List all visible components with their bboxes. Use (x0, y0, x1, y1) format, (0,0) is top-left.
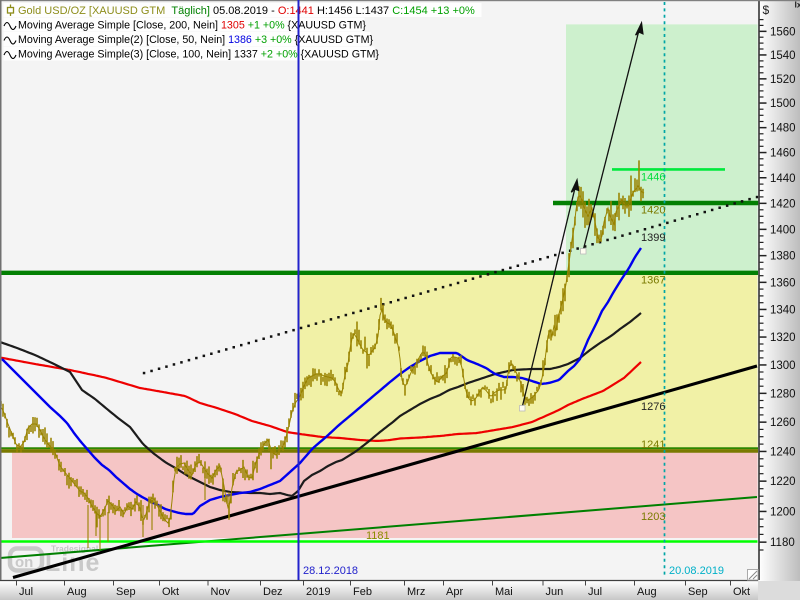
svg-text:Moving Average Simple(3) [Clos: Moving Average Simple(3) [Close, 100, Ne… (18, 49, 379, 61)
svg-text:Aug: Aug (67, 586, 87, 598)
svg-text:1420: 1420 (770, 198, 796, 210)
svg-text:Jul: Jul (588, 586, 602, 598)
svg-text:1560: 1560 (770, 26, 796, 38)
svg-text:on: on (15, 554, 33, 571)
svg-text:20.08.2019: 20.08.2019 (669, 565, 724, 577)
svg-text:Nov: Nov (211, 586, 231, 598)
svg-text:1276: 1276 (641, 401, 665, 413)
svg-text:1180: 1180 (770, 537, 795, 549)
svg-text:$: $ (763, 3, 770, 17)
svg-text:1200: 1200 (770, 506, 796, 518)
svg-text:Apr: Apr (446, 586, 463, 598)
svg-text:1220: 1220 (770, 476, 796, 488)
svg-text:Moving Average Simple [Close,: Moving Average Simple [Close, 200, Nein]… (18, 20, 366, 32)
svg-text:28.12.2018: 28.12.2018 (303, 565, 358, 577)
svg-text:1240: 1240 (770, 446, 796, 458)
svg-text:1320: 1320 (770, 332, 796, 344)
svg-text:Sep: Sep (688, 586, 708, 598)
svg-text:Aug: Aug (637, 586, 657, 598)
svg-text:Jul: Jul (19, 586, 33, 598)
svg-text:1440: 1440 (770, 173, 796, 185)
svg-text:1260: 1260 (770, 417, 796, 429)
svg-text:1446: 1446 (641, 172, 665, 184)
svg-text:1500: 1500 (770, 98, 796, 110)
svg-text:1460: 1460 (770, 148, 796, 160)
svg-text:Dez: Dez (263, 586, 283, 598)
svg-text:Ix: Ix (795, 0, 800, 10)
svg-text:1360: 1360 (770, 277, 796, 289)
svg-text:Jun: Jun (546, 586, 564, 598)
svg-text:Tradesignal: Tradesignal (51, 544, 98, 554)
svg-text:1540: 1540 (770, 50, 796, 62)
svg-text:1520: 1520 (770, 74, 796, 86)
svg-text:1280: 1280 (770, 388, 796, 400)
svg-text:Mrz: Mrz (407, 586, 425, 598)
svg-text:1203: 1203 (641, 511, 665, 523)
svg-text:1420: 1420 (641, 205, 665, 217)
svg-text:Okt: Okt (733, 586, 750, 598)
svg-text:1300: 1300 (770, 360, 796, 372)
svg-text:Feb: Feb (353, 586, 372, 598)
svg-text:1480: 1480 (770, 123, 796, 135)
svg-text:Okt: Okt (162, 586, 179, 598)
svg-text:1367: 1367 (641, 275, 665, 287)
svg-text:Moving Average Simple(2) [Clos: Moving Average Simple(2) [Close, 50, Nei… (18, 34, 373, 46)
svg-text:Sep: Sep (116, 586, 136, 598)
svg-text:1181: 1181 (366, 530, 390, 542)
svg-text:1241: 1241 (641, 439, 665, 451)
svg-text:1380: 1380 (770, 251, 796, 263)
svg-text:1400: 1400 (770, 224, 796, 236)
svg-text:1340: 1340 (770, 305, 796, 317)
svg-text:Gold USD/OZ [XAUUSD GTM Tägli: Gold USD/OZ [XAUUSD GTM Täglich] 05.08.2… (18, 5, 475, 17)
svg-text:2019: 2019 (306, 586, 330, 598)
svg-text:1399: 1399 (641, 232, 665, 244)
svg-text:Mai: Mai (495, 586, 513, 598)
